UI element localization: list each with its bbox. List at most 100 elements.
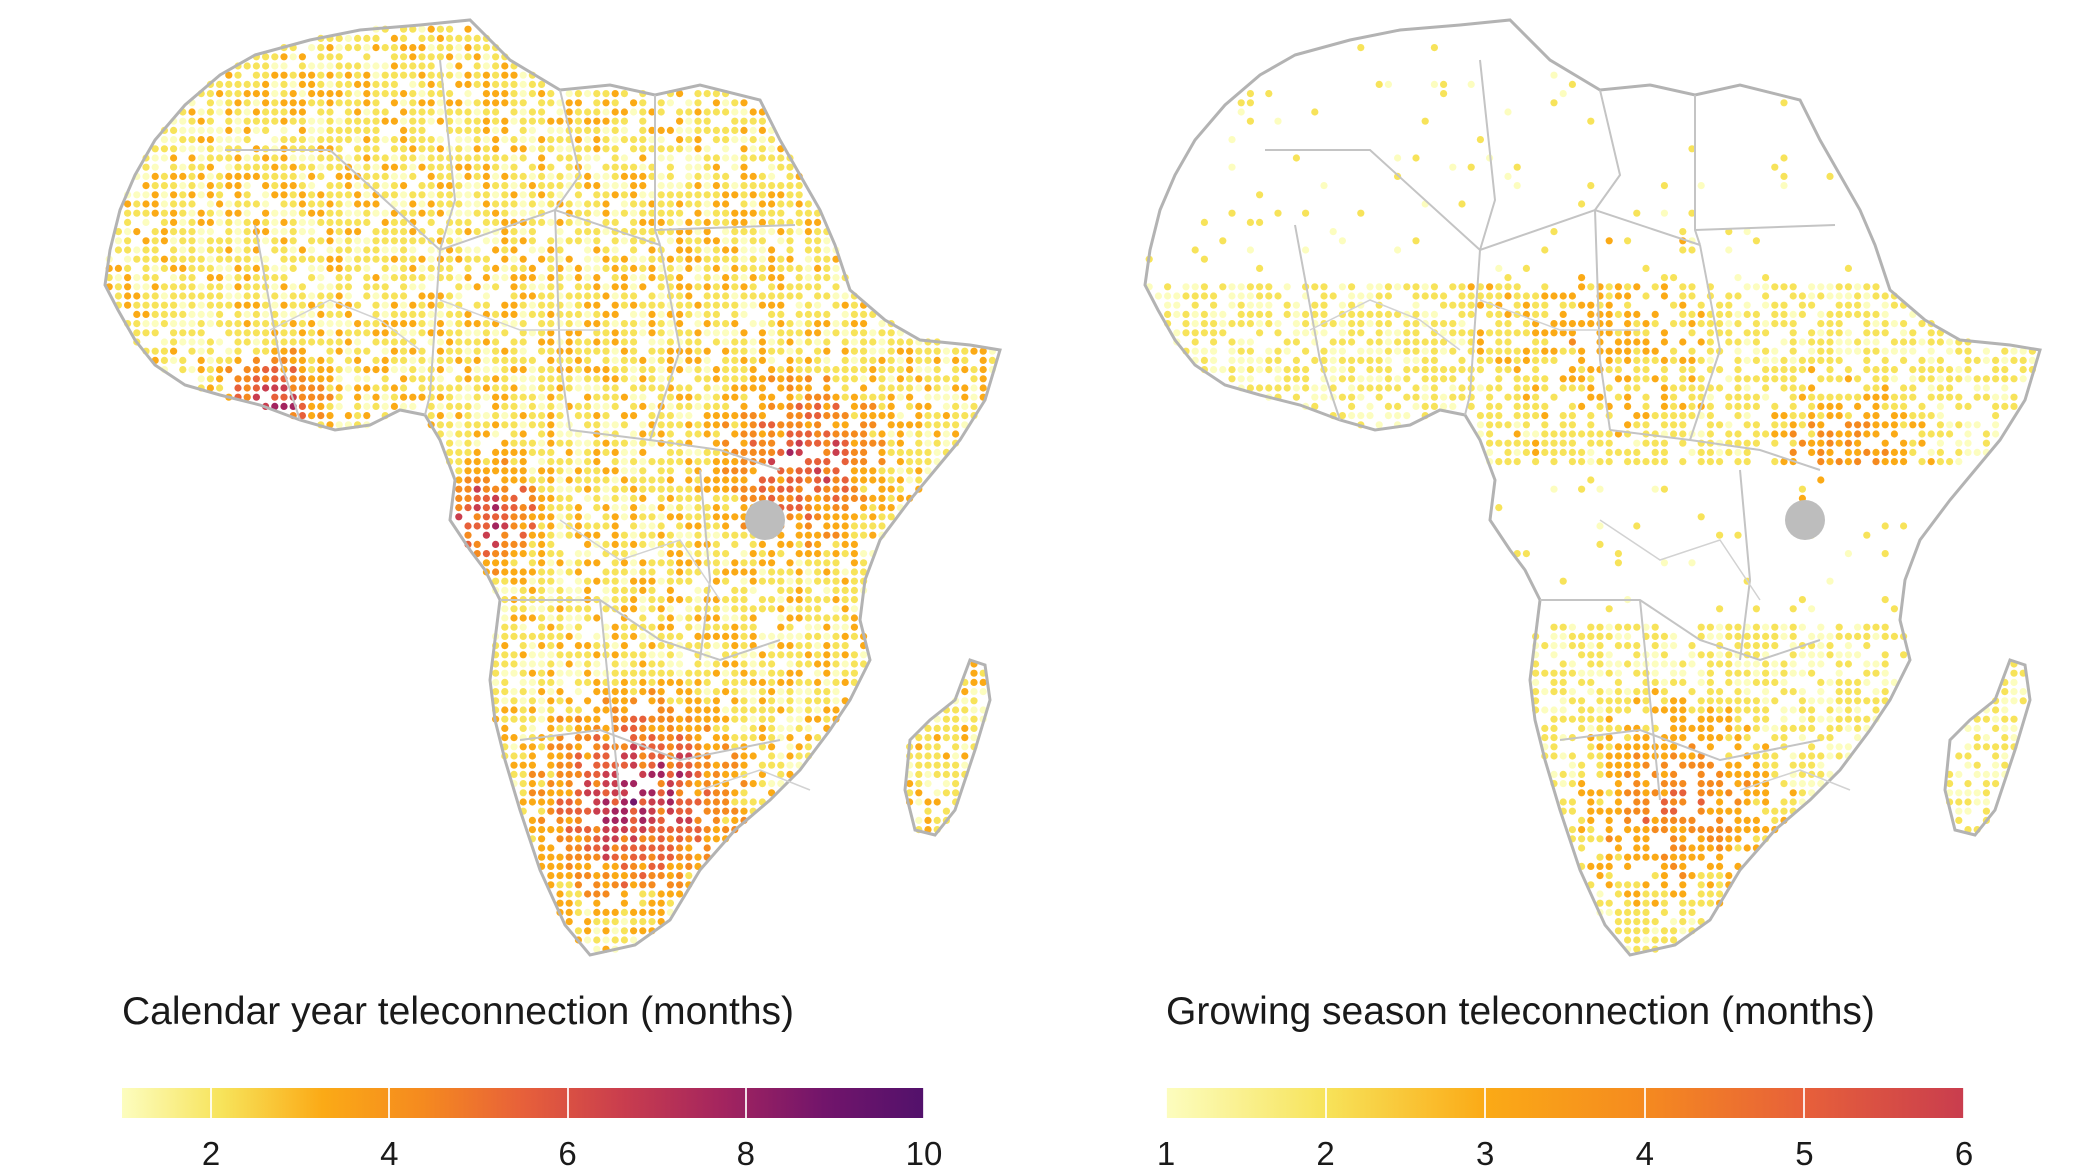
grid-dot bbox=[1652, 311, 1659, 318]
grid-dot bbox=[428, 256, 435, 263]
grid-dot bbox=[704, 154, 711, 161]
grid-dot bbox=[317, 237, 324, 244]
grid-dot bbox=[418, 127, 425, 134]
grid-dot bbox=[814, 274, 821, 281]
grid-dot bbox=[382, 118, 389, 125]
grid-dot bbox=[621, 568, 628, 575]
grid-dot bbox=[648, 403, 655, 410]
grid-dot bbox=[520, 191, 527, 198]
grid-dot bbox=[584, 467, 591, 474]
grid-dot bbox=[234, 200, 241, 207]
grid-dot bbox=[326, 108, 333, 115]
grid-dot bbox=[207, 136, 214, 143]
grid-dot bbox=[740, 762, 747, 769]
grid-dot bbox=[326, 219, 333, 226]
grid-dot bbox=[667, 320, 674, 327]
grid-dot bbox=[409, 99, 416, 106]
grid-dot bbox=[694, 679, 701, 686]
grid-dot bbox=[566, 835, 573, 842]
grid-dot bbox=[630, 688, 637, 695]
grid-dot bbox=[676, 872, 683, 879]
grid-dot bbox=[483, 136, 490, 143]
grid-dot bbox=[566, 633, 573, 640]
grid-dot bbox=[612, 541, 619, 548]
grid-dot bbox=[639, 890, 646, 897]
grid-dot bbox=[759, 145, 766, 152]
grid-dot bbox=[786, 743, 793, 750]
grid-dot bbox=[970, 679, 977, 686]
grid-dot bbox=[934, 384, 941, 391]
grid-dot bbox=[188, 338, 195, 345]
grid-dot bbox=[722, 513, 729, 520]
grid-dot bbox=[731, 164, 738, 171]
grid-dot bbox=[152, 228, 159, 235]
grid-dot bbox=[584, 118, 591, 125]
grid-dot bbox=[621, 550, 628, 557]
grid-dot bbox=[142, 210, 149, 217]
grid-dot bbox=[676, 844, 683, 851]
grid-dot bbox=[290, 338, 297, 345]
grid-dot bbox=[382, 62, 389, 69]
grid-dot bbox=[262, 127, 269, 134]
grid-dot bbox=[575, 605, 582, 612]
grid-dot bbox=[575, 927, 582, 934]
grid-dot bbox=[520, 108, 527, 115]
grid-dot bbox=[483, 173, 490, 180]
grid-dot bbox=[759, 716, 766, 723]
grid-dot bbox=[685, 476, 692, 483]
grid-dot bbox=[888, 412, 895, 419]
grid-dot bbox=[759, 633, 766, 640]
grid-dot bbox=[345, 210, 352, 217]
grid-dot bbox=[520, 274, 527, 281]
grid-dot bbox=[897, 338, 904, 345]
grid-dot bbox=[207, 237, 214, 244]
grid-dot bbox=[722, 256, 729, 263]
grid-dot bbox=[658, 486, 665, 493]
grid-dot bbox=[658, 366, 665, 373]
grid-dot bbox=[179, 210, 186, 217]
grid-dot bbox=[1320, 283, 1327, 290]
grid-dot bbox=[667, 412, 674, 419]
grid-dot bbox=[142, 219, 149, 226]
grid-dot bbox=[805, 228, 812, 235]
grid-dot bbox=[345, 154, 352, 161]
grid-dot bbox=[740, 348, 747, 355]
grid-dot bbox=[382, 237, 389, 244]
grid-dot bbox=[878, 394, 885, 401]
grid-dot bbox=[676, 108, 683, 115]
grid-dot bbox=[612, 118, 619, 125]
grid-dot bbox=[529, 559, 536, 566]
grid-dot bbox=[722, 173, 729, 180]
grid-dot bbox=[400, 302, 407, 309]
grid-dot bbox=[943, 348, 950, 355]
grid-dot bbox=[768, 679, 775, 686]
grid-dot bbox=[510, 394, 517, 401]
grid-dot bbox=[308, 127, 315, 134]
grid-dot bbox=[768, 605, 775, 612]
grid-dot bbox=[685, 624, 692, 631]
grid-dot bbox=[796, 688, 803, 695]
grid-dot bbox=[188, 246, 195, 253]
grid-dot bbox=[750, 633, 757, 640]
grid-dot bbox=[934, 375, 941, 382]
grid-dot bbox=[832, 532, 839, 539]
grid-dot bbox=[897, 486, 904, 493]
grid-dot bbox=[308, 90, 315, 97]
grid-dot bbox=[437, 366, 444, 373]
grid-dot bbox=[1284, 283, 1291, 290]
grid-dot bbox=[547, 311, 554, 318]
grid-dot bbox=[464, 449, 471, 456]
grid-dot bbox=[805, 513, 812, 520]
grid-dot bbox=[372, 108, 379, 115]
grid-dot bbox=[207, 256, 214, 263]
grid-dot bbox=[124, 283, 131, 290]
grid-dot bbox=[244, 320, 251, 327]
grid-dot bbox=[1247, 292, 1254, 299]
grid-dot bbox=[639, 909, 646, 916]
grid-dot bbox=[860, 458, 867, 465]
grid-dot bbox=[713, 246, 720, 253]
grid-dot bbox=[198, 357, 205, 364]
grid-dot bbox=[446, 412, 453, 419]
grid-dot bbox=[400, 357, 407, 364]
grid-dot bbox=[584, 697, 591, 704]
